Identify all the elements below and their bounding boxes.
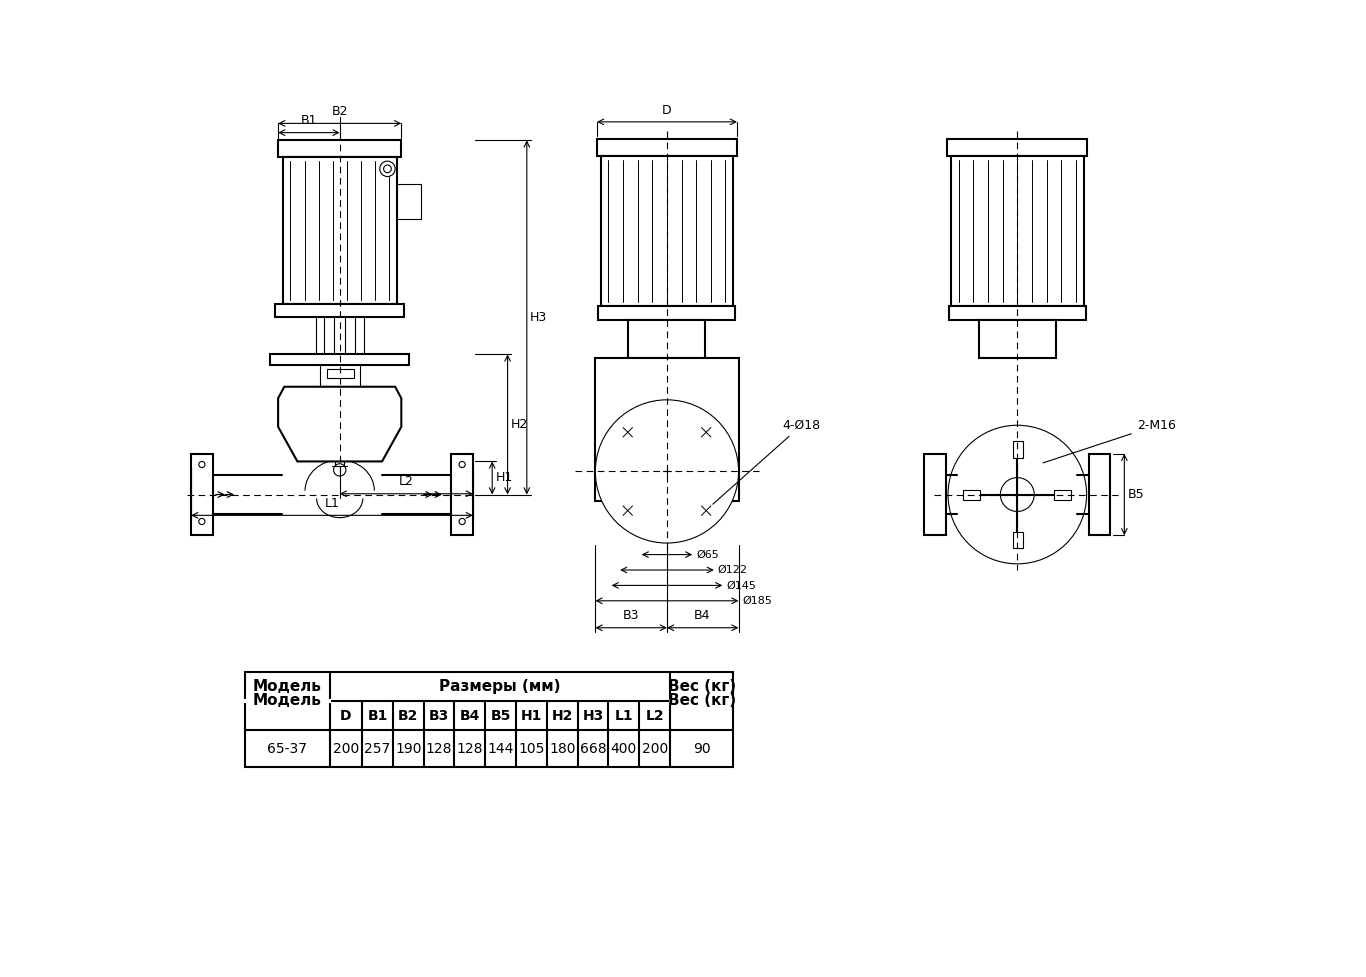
Text: 400: 400 [611,742,637,755]
Bar [1055,489,1071,500]
Text: Вес (кг): Вес (кг) [668,679,736,694]
Text: 128: 128 [456,742,484,755]
Bar [275,304,404,318]
Text: 668: 668 [579,742,607,755]
Circle shape [459,519,466,525]
Text: B5: B5 [1128,488,1145,501]
Text: H1: H1 [496,472,512,485]
Circle shape [958,435,1078,555]
Text: B5: B5 [490,708,511,723]
Circle shape [699,425,713,440]
Circle shape [384,165,391,173]
Bar [245,671,734,767]
Text: L2: L2 [645,708,664,723]
Text: 257: 257 [365,742,391,755]
Text: Ø145: Ø145 [727,580,757,590]
Text: Ø185: Ø185 [743,596,772,606]
Bar [396,185,421,219]
Text: Модель: Модель [253,694,322,708]
Polygon shape [279,387,402,461]
Bar [1089,453,1111,535]
Text: 144: 144 [488,742,514,755]
Text: 65-37: 65-37 [268,742,307,755]
Text: B2: B2 [398,708,418,723]
Bar [963,489,981,500]
Bar [597,139,738,155]
Bar [596,359,739,501]
Text: 90: 90 [693,742,710,755]
Circle shape [948,425,1086,564]
Text: 128: 128 [426,742,452,755]
Text: 105: 105 [518,742,545,755]
Bar [949,306,1086,319]
Bar [947,139,1087,155]
Text: Вес (кг): Вес (кг) [668,694,736,708]
Bar [270,355,408,365]
Text: L2: L2 [399,476,414,488]
Circle shape [380,161,395,177]
Bar [1012,531,1023,548]
Text: B1: B1 [367,708,388,723]
Text: 200: 200 [642,742,668,755]
Circle shape [596,400,739,543]
Bar [191,453,213,535]
Text: Ø122: Ø122 [717,565,747,575]
Text: Ø65: Ø65 [697,550,719,560]
Circle shape [459,461,466,468]
Text: B3: B3 [623,610,639,622]
Circle shape [199,461,205,468]
Bar [601,155,734,306]
Bar [598,306,735,319]
Text: Модель: Модель [253,679,322,694]
Text: 190: 190 [395,742,422,755]
Circle shape [620,424,714,519]
Circle shape [199,519,205,525]
Circle shape [620,504,635,518]
Text: D: D [663,105,672,117]
Bar [451,453,473,535]
Bar [925,453,945,535]
Circle shape [1000,478,1034,512]
Text: B2: B2 [332,105,348,118]
Text: H1: H1 [520,708,542,723]
Text: B3: B3 [429,708,449,723]
Text: D: D [340,708,351,723]
Bar [628,319,705,359]
Bar [320,365,359,387]
Circle shape [620,425,635,440]
Text: 180: 180 [549,742,575,755]
Circle shape [612,416,723,527]
Bar [979,319,1056,359]
Circle shape [642,446,693,497]
Text: B4: B4 [459,708,479,723]
Text: B1: B1 [301,114,317,127]
Text: L1: L1 [615,708,634,723]
Text: H2: H2 [511,418,527,431]
Circle shape [699,504,713,518]
Text: 4-Ø18: 4-Ø18 [713,419,821,504]
Text: 200: 200 [333,742,359,755]
Text: H3: H3 [582,708,604,723]
Bar [1012,441,1023,457]
Bar [283,157,396,304]
Text: 2-М16: 2-М16 [1044,419,1176,463]
Bar [326,369,354,378]
Text: B4: B4 [694,610,710,622]
Text: H2: H2 [552,708,572,723]
Bar [279,141,402,157]
Text: H3: H3 [530,311,548,324]
Bar [951,155,1083,306]
Text: L1: L1 [325,497,340,510]
Text: Размеры (мм): Размеры (мм) [438,679,560,694]
Circle shape [333,464,346,476]
